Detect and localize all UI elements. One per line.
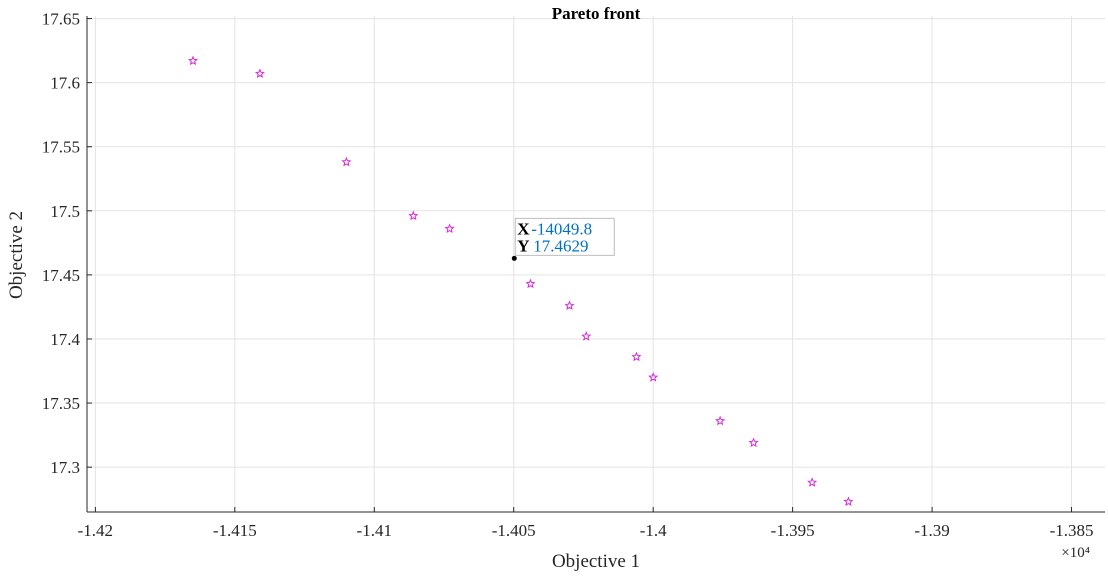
data-point-star — [648, 372, 659, 382]
x-tick-labels: -1.42 -1.415 -1.41 -1.405 -1.4 -1.395 -1.39 -1.… — [78, 521, 1094, 540]
datatip-x-value: -14049.8 — [531, 219, 592, 238]
datatip[interactable]: X -14049.8 Y 17.4629 — [511, 217, 615, 261]
data-point-star — [581, 331, 592, 341]
data-point-star — [564, 300, 575, 310]
x-tick-label: -1.39 — [914, 521, 949, 540]
datatip-box — [514, 217, 615, 256]
data-point-star — [807, 477, 818, 487]
datatip-x-key: X — [517, 219, 530, 238]
y-tick-label: 17.45 — [42, 266, 80, 285]
data-point-star — [341, 156, 352, 167]
x-axis-multiplier: ×10⁴ — [1061, 545, 1090, 561]
x-axis-label: Objective 1 — [552, 551, 640, 572]
grid-lines — [87, 16, 1105, 512]
y-tick-label: 17.35 — [42, 394, 80, 413]
y-tick-label: 17.3 — [50, 458, 80, 477]
y-tick-label: 17.65 — [42, 10, 80, 29]
y-tick-label: 17.4 — [50, 330, 80, 349]
datatip-y-value: 17.4629 — [533, 236, 588, 255]
data-point-star — [525, 278, 536, 289]
data-points — [187, 55, 854, 507]
axes — [86, 16, 1105, 513]
y-axis-label: Objective 2 — [6, 211, 27, 299]
data-point-star — [408, 210, 419, 221]
data-point-star — [843, 496, 854, 507]
datatip-marker[interactable] — [511, 255, 517, 261]
data-point-star — [444, 223, 455, 234]
y-tick-labels: 17.3 17.35 17.4 17.45 17.5 17.55 17.6 17.65 — [42, 10, 81, 478]
x-tick-label: -1.405 — [492, 521, 536, 540]
x-tick-label: -1.41 — [357, 521, 392, 540]
data-point-star — [748, 437, 759, 448]
x-tick-label: -1.4 — [640, 521, 667, 540]
plot-area — [87, 16, 1105, 512]
x-tick-label: -1.385 — [1050, 521, 1094, 540]
x-tick-label: -1.415 — [213, 521, 257, 540]
data-point-star — [187, 55, 199, 66]
x-tick-label: -1.395 — [771, 521, 815, 540]
data-point-star — [715, 415, 726, 426]
y-tick-label: 17.6 — [50, 74, 80, 93]
datatip-y-key: Y — [517, 236, 529, 255]
data-point-star — [631, 351, 642, 362]
data-point-star — [254, 68, 265, 78]
y-tick-label: 17.55 — [42, 138, 80, 157]
chart-title: Pareto front — [552, 4, 641, 23]
x-tick-label: -1.42 — [78, 521, 113, 540]
y-tick-label: 17.5 — [50, 202, 80, 221]
